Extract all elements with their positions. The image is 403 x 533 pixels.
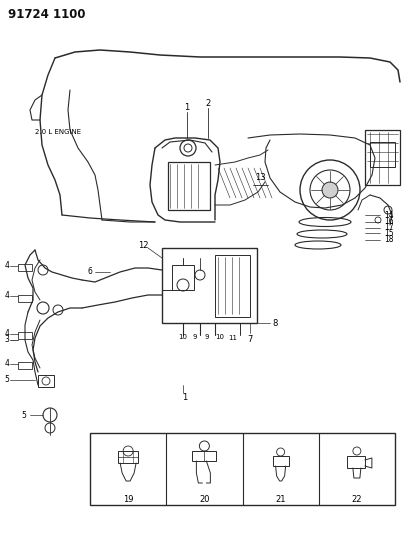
Bar xyxy=(370,142,395,167)
Text: 12: 12 xyxy=(138,240,148,249)
Bar xyxy=(172,265,194,290)
Bar xyxy=(192,451,216,461)
Text: 4: 4 xyxy=(4,359,9,368)
Text: 13: 13 xyxy=(255,174,265,182)
Text: 21: 21 xyxy=(275,496,286,505)
Text: 10: 10 xyxy=(216,334,224,340)
Text: 19: 19 xyxy=(123,496,133,505)
Bar xyxy=(18,332,32,339)
Bar xyxy=(162,248,257,323)
Bar xyxy=(18,362,32,369)
Text: 5: 5 xyxy=(22,410,27,419)
Text: 5: 5 xyxy=(4,376,9,384)
Bar xyxy=(38,375,54,387)
Text: 9: 9 xyxy=(205,334,209,340)
Text: 14: 14 xyxy=(384,211,394,220)
Text: 8: 8 xyxy=(272,319,278,327)
Text: 11: 11 xyxy=(229,335,237,341)
Text: 22: 22 xyxy=(352,496,362,505)
Text: 2.0 L ENGINE: 2.0 L ENGINE xyxy=(35,129,81,135)
Text: 3: 3 xyxy=(4,335,9,344)
Bar xyxy=(18,264,32,271)
Text: 7: 7 xyxy=(247,335,253,344)
Bar xyxy=(118,451,138,463)
Text: 18: 18 xyxy=(384,236,394,245)
Bar xyxy=(215,255,250,317)
Text: 1: 1 xyxy=(183,393,188,402)
Text: 16: 16 xyxy=(384,217,394,227)
Text: 1: 1 xyxy=(185,102,190,111)
Bar xyxy=(272,456,289,466)
Text: 4: 4 xyxy=(4,292,9,301)
Text: 2: 2 xyxy=(206,99,211,108)
Text: 15: 15 xyxy=(384,229,394,238)
Text: 91724 1100: 91724 1100 xyxy=(8,7,85,20)
Text: 9: 9 xyxy=(193,334,197,340)
Text: 4: 4 xyxy=(4,262,9,271)
Text: 20: 20 xyxy=(199,496,210,505)
Circle shape xyxy=(322,182,338,198)
Bar xyxy=(18,295,32,302)
Bar xyxy=(90,433,395,505)
Bar xyxy=(168,162,210,210)
Text: 6: 6 xyxy=(87,268,92,277)
Text: 10: 10 xyxy=(179,334,187,340)
Text: 4: 4 xyxy=(4,329,9,338)
Bar xyxy=(347,456,365,468)
Bar xyxy=(365,130,400,185)
Text: 17: 17 xyxy=(384,223,394,232)
